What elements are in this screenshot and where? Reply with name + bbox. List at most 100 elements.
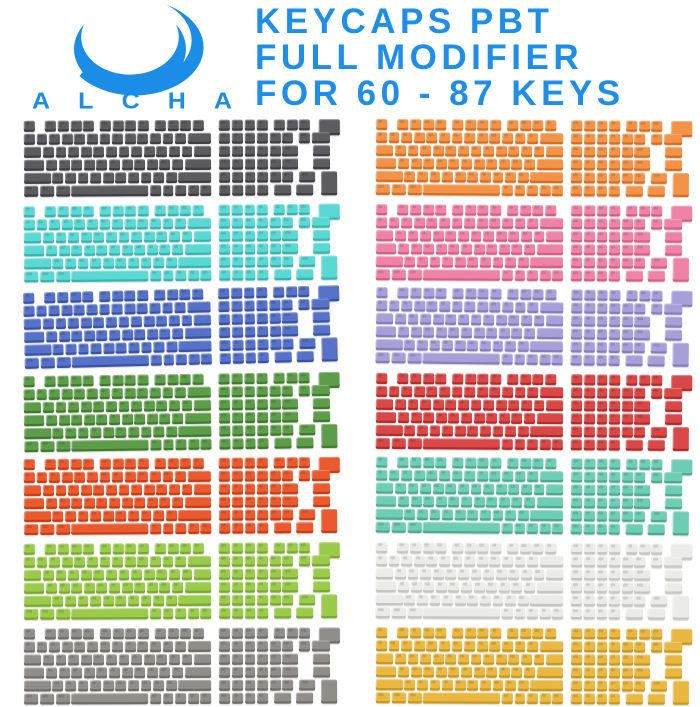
keycap [432,313,444,325]
keycap [583,217,595,229]
keycap [596,653,608,665]
keycap [583,243,595,255]
keycap [244,666,256,678]
keycap [410,372,422,384]
keycap [274,607,292,619]
keycap [571,679,583,691]
keycap [532,627,544,639]
keycap [422,522,501,534]
keycap [608,692,620,704]
keycap [282,555,294,567]
keycap [634,511,646,523]
keycap [124,640,136,652]
keycap [140,595,152,607]
keycap [452,542,464,554]
keycap [23,401,42,413]
keycap [571,387,583,398]
keycap [634,244,650,255]
keycap [24,344,52,356]
keycap [647,524,665,536]
keycap [181,568,193,580]
keycap [625,524,644,536]
keycap [143,484,155,496]
keycap [397,203,409,215]
keycap [401,470,413,482]
keycap [571,315,583,327]
keycap [647,270,665,282]
keycap [219,692,231,704]
keycap [134,666,146,678]
keycap [149,217,161,229]
keycap-set-photo-red [375,372,696,454]
keycap [70,205,82,217]
keycap [65,511,76,523]
keycap [146,328,158,340]
keycap [23,120,35,132]
keycap [596,497,608,509]
keycap [532,119,544,131]
keycap [163,354,175,366]
keycap [115,595,127,607]
keycap [596,133,608,145]
keycap [282,568,298,580]
keycap [571,374,583,385]
keycap [80,146,92,158]
keycap [439,470,451,482]
keycap [311,640,330,651]
keycap [470,399,482,411]
keycap [159,582,171,593]
keycap [519,204,531,216]
keycap [23,231,42,243]
keycap [282,325,298,337]
keycap [71,159,83,171]
keycap [664,472,682,484]
keycap [435,373,447,384]
keycap [454,256,466,268]
keycap [162,386,174,398]
keycap [476,470,488,482]
keycap [460,496,472,508]
keycap [609,133,621,145]
keycap [621,667,633,678]
keycap [55,485,67,497]
keycap [439,640,451,651]
keycap [571,471,583,483]
keycap [180,542,191,554]
keycap [651,628,663,640]
keycap [608,511,620,522]
keycap [184,158,212,170]
keycap [231,326,244,338]
keycap [375,352,390,364]
keycap [299,337,316,350]
keycap [24,440,39,452]
keycap [174,302,186,314]
keycap [159,497,171,509]
keycap [156,569,168,580]
keycap [127,679,139,691]
keycap [672,680,690,705]
keycap [178,256,212,268]
keycap [391,268,406,280]
keycap [583,172,595,184]
keycap [375,326,397,338]
keycap [420,652,432,664]
keycap [257,522,269,534]
keycap [115,510,127,522]
keycap [256,203,268,215]
keycap [175,132,186,144]
keycap [244,627,256,639]
keycap [320,594,338,619]
keycap [149,302,161,314]
keycap [137,120,149,132]
keycap [432,145,444,157]
keycap [154,204,166,216]
keycap [596,243,608,255]
keycap [82,205,94,217]
keycap [596,302,608,314]
keycap [507,204,519,216]
keycap [115,679,127,691]
keycap [420,398,432,410]
keycap [231,679,243,691]
keycap [511,412,523,424]
